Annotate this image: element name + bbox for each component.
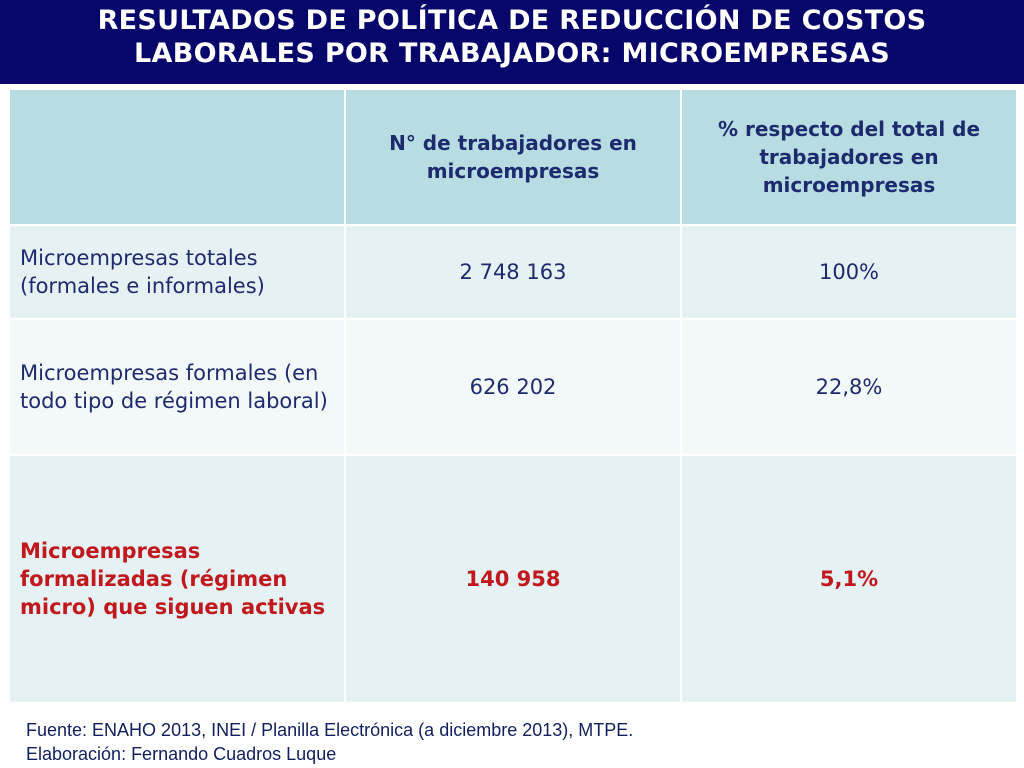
row-percent: 100% xyxy=(680,224,1018,320)
row-percent: 5,1% xyxy=(680,454,1018,704)
header-empty-cell xyxy=(8,88,346,226)
footer: Fuente: ENAHO 2013, INEI / Planilla Elec… xyxy=(26,718,633,766)
row-workers: 2 748 163 xyxy=(344,224,682,320)
slide-title: RESULTADOS DE POLÍTICA DE REDUCCIÓN DE C… xyxy=(0,0,1024,84)
table-row-highlighted: Microempresas formalizadas (régimen micr… xyxy=(8,454,1018,704)
row-label: Microempresas formalizadas (régimen micr… xyxy=(8,454,346,704)
row-workers: 626 202 xyxy=(344,318,682,456)
table-row: Microempresas formales (en todo tipo de … xyxy=(8,318,1018,456)
slide-title-line-2: LABORALES POR TRABAJADOR: MICROEMPRESAS xyxy=(134,38,890,69)
table-row: Microempresas totales (formales e inform… xyxy=(8,224,1018,320)
row-label: Microempresas totales (formales e inform… xyxy=(8,224,346,320)
table-header-row: N° de trabajadores en microempresas % re… xyxy=(8,88,1018,226)
row-workers: 140 958 xyxy=(344,454,682,704)
header-workers: N° de trabajadores en microempresas xyxy=(344,88,682,226)
row-label: Microempresas formales (en todo tipo de … xyxy=(8,318,346,456)
header-percent: % respecto del total de trabajadores en … xyxy=(680,88,1018,226)
row-percent: 22,8% xyxy=(680,318,1018,456)
slide-title-line-1: RESULTADOS DE POLÍTICA DE REDUCCIÓN DE C… xyxy=(97,5,927,36)
footer-author: Elaboración: Fernando Cuadros Luque xyxy=(26,744,337,764)
results-table: N° de trabajadores en microempresas % re… xyxy=(8,88,1018,704)
footer-source: Fuente: ENAHO 2013, INEI / Planilla Elec… xyxy=(26,720,634,740)
